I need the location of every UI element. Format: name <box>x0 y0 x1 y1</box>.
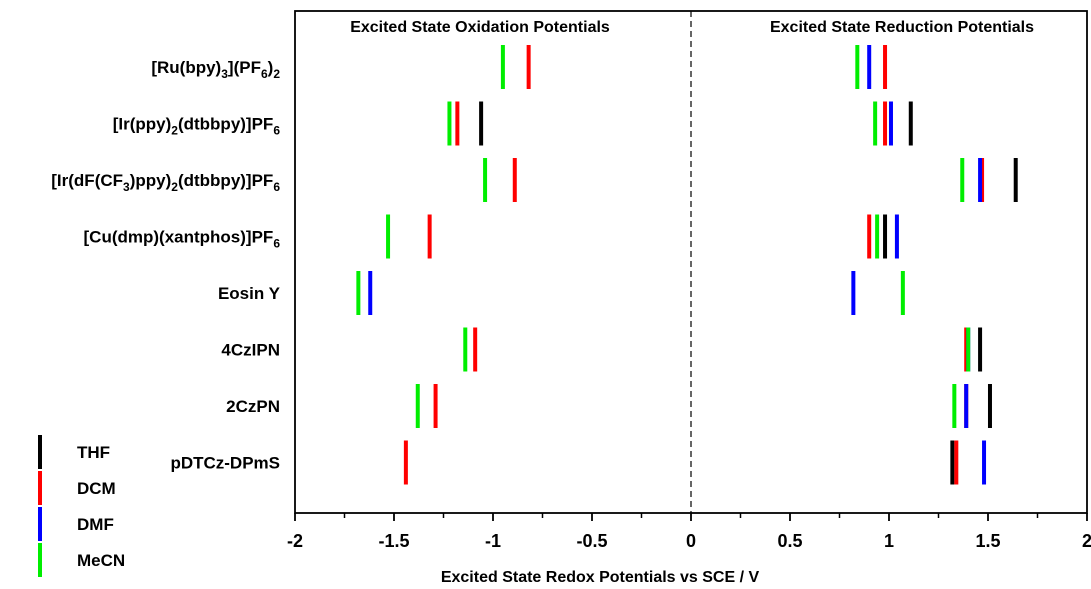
category-labels: [Ru(bpy)3](PF6)2 [Ir(ppy)2(dtbbpy)]PF6 [Ir… <box>51 58 280 473</box>
category-label: pDTCz-DPmS <box>170 454 280 473</box>
legend-label: DMF <box>77 515 114 534</box>
x-tick-label: 2 <box>1082 531 1091 551</box>
category-label: [Ir(dF(CF3)ppy)2(dtbbpy)]PF6 <box>51 171 280 194</box>
legend-label: MeCN <box>77 551 125 570</box>
category-label: [Cu(dmp)(xantphos)]PF6 <box>84 228 281 251</box>
left-panel-title: Excited State Oxidation Potentials <box>350 19 610 36</box>
legend-label: DCM <box>77 479 116 498</box>
x-tick-label: 1 <box>884 531 894 551</box>
right-panel-title: Excited State Reduction Potentials <box>770 19 1034 36</box>
x-tick-label: -1.5 <box>378 531 409 551</box>
category-label: 4CzIPN <box>221 341 280 360</box>
data-marks <box>356 45 1018 485</box>
x-tick-label: 1.5 <box>975 531 1000 551</box>
legend: THF DCM DMF MeCN <box>38 435 125 577</box>
legend-label: THF <box>77 443 110 462</box>
x-tick-label: 0.5 <box>777 531 802 551</box>
x-tick-label: -2 <box>287 531 303 551</box>
x-tick-label: 0 <box>686 531 696 551</box>
x-tick-label: -0.5 <box>576 531 607 551</box>
x-tick-label: -1 <box>485 531 501 551</box>
x-axis-ticks: -2 -1.5 -1 -0.5 0 0.5 1 1.5 2 <box>287 513 1091 551</box>
category-label: [Ru(bpy)3](PF6)2 <box>151 58 280 81</box>
category-label: [Ir(ppy)2(dtbbpy)]PF6 <box>113 115 281 138</box>
category-label: 2CzPN <box>226 397 280 416</box>
x-axis-title: Excited State Redox Potentials vs SCE / … <box>441 569 760 586</box>
category-label: Eosin Y <box>218 284 281 303</box>
